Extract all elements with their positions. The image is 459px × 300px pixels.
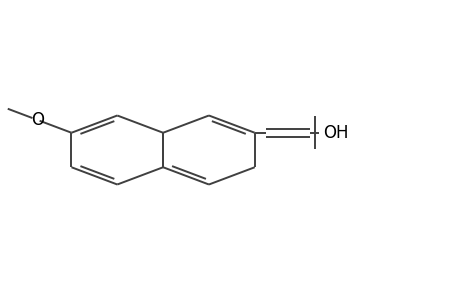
Text: OH: OH (322, 124, 347, 142)
Text: O: O (31, 111, 44, 129)
